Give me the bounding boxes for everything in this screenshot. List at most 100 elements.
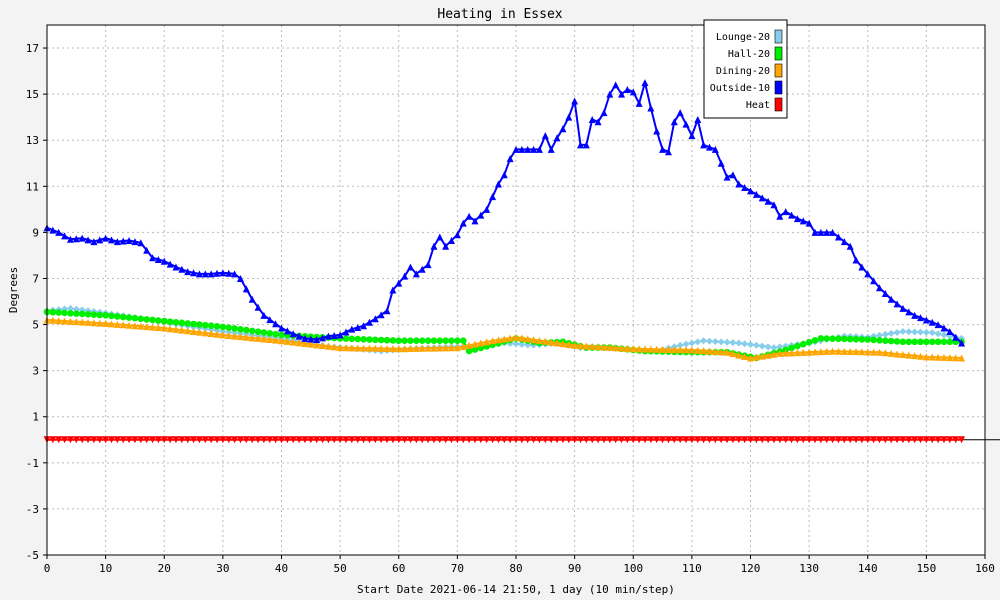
data-point-hall-20 <box>348 335 356 343</box>
data-point-heat <box>96 436 104 444</box>
data-point-heat <box>700 436 708 444</box>
data-point-dining-20 <box>793 349 801 357</box>
data-point-heat <box>477 436 485 444</box>
data-point-outside-10 <box>524 145 532 153</box>
data-point-heat <box>594 436 602 444</box>
data-point-outside-10 <box>805 219 813 227</box>
data-point-heat <box>313 436 321 444</box>
y-axis-label: Degrees <box>7 267 20 313</box>
data-point-heat <box>946 436 954 444</box>
data-point-dining-20 <box>952 354 960 362</box>
data-point-dining-20 <box>840 347 848 355</box>
data-point-heat <box>55 436 63 444</box>
data-point-heat <box>682 436 690 444</box>
data-point-heat <box>453 436 461 444</box>
data-point-dining-20 <box>272 336 280 344</box>
data-point-dining-20 <box>729 350 737 358</box>
data-point-hall-20 <box>471 346 479 353</box>
data-point-dining-20 <box>154 324 162 332</box>
data-point-hall-20 <box>829 335 836 342</box>
data-point-heat <box>201 436 209 444</box>
data-point-dining-20 <box>348 344 356 352</box>
series-layer <box>43 79 966 444</box>
data-point-dining-20 <box>307 340 315 348</box>
data-point-dining-20 <box>166 325 174 333</box>
data-point-hall-20 <box>799 340 807 348</box>
data-point-heat <box>49 436 57 444</box>
data-point-outside-10 <box>694 115 702 123</box>
data-point-outside-10 <box>934 321 942 329</box>
data-point-dining-20 <box>442 344 450 352</box>
data-point-heat <box>829 436 837 444</box>
data-point-heat <box>823 436 831 444</box>
data-point-hall-20 <box>73 310 80 317</box>
data-point-heat <box>301 436 309 444</box>
data-point-heat <box>805 436 813 444</box>
series-heat <box>43 436 966 444</box>
data-point-outside-10 <box>190 269 198 277</box>
data-point-heat <box>154 436 162 444</box>
data-point-heat <box>131 436 139 444</box>
data-point-outside-10 <box>506 155 514 163</box>
data-point-outside-10 <box>688 132 696 140</box>
chart-title: Heating in Essex <box>437 7 562 22</box>
data-point-dining-20 <box>711 347 719 355</box>
data-point-outside-10 <box>764 197 772 205</box>
data-point-dining-20 <box>524 335 532 343</box>
data-point-dining-20 <box>618 344 626 352</box>
data-point-outside-10 <box>541 132 549 140</box>
data-point-outside-10 <box>635 99 643 107</box>
data-point-outside-10 <box>670 118 678 126</box>
data-point-heat <box>723 436 731 444</box>
data-point-heat <box>272 436 280 444</box>
data-point-dining-20 <box>811 348 819 356</box>
data-point-lounge-20 <box>887 329 895 337</box>
data-point-dining-20 <box>629 345 637 353</box>
data-point-hall-20 <box>342 335 350 342</box>
data-point-hall-20 <box>852 335 860 343</box>
data-point-heat <box>518 436 526 444</box>
data-point-dining-20 <box>788 349 796 357</box>
data-point-outside-10 <box>236 274 244 282</box>
data-point-hall-20 <box>846 335 854 343</box>
data-point-heat <box>834 436 842 444</box>
data-point-outside-10 <box>242 285 250 293</box>
data-point-heat <box>934 436 942 444</box>
data-point-lounge-20 <box>741 340 749 348</box>
data-point-hall-20 <box>459 337 467 344</box>
data-point-dining-20 <box>96 319 104 327</box>
data-point-outside-10 <box>342 328 350 336</box>
data-point-hall-20 <box>360 336 367 343</box>
data-point-dining-20 <box>864 348 872 356</box>
data-point-hall-20 <box>278 331 285 339</box>
data-point-outside-10 <box>829 228 837 236</box>
data-point-heat <box>436 436 444 444</box>
data-point-heat <box>319 436 327 444</box>
data-point-lounge-20 <box>66 304 74 312</box>
data-point-outside-10 <box>653 127 661 135</box>
legend-label-dining-20: Dining-20 <box>716 66 770 77</box>
data-point-outside-10 <box>125 236 133 244</box>
data-point-dining-20 <box>319 342 327 350</box>
data-point-heat <box>664 436 672 444</box>
data-point-heat <box>242 436 250 444</box>
data-point-heat <box>535 436 543 444</box>
data-point-dining-20 <box>160 324 168 332</box>
data-point-outside-10 <box>770 201 778 209</box>
data-point-heat <box>524 436 532 444</box>
data-point-dining-20 <box>723 348 731 356</box>
data-point-dining-20 <box>412 344 420 352</box>
data-point-dining-20 <box>940 353 948 361</box>
data-point-hall-20 <box>237 325 244 333</box>
data-point-outside-10 <box>336 331 344 339</box>
data-point-outside-10 <box>705 143 713 151</box>
data-point-heat <box>840 436 848 444</box>
data-point-outside-10 <box>618 90 626 98</box>
data-point-heat <box>852 436 860 444</box>
data-point-heat <box>629 436 637 444</box>
data-point-outside-10 <box>600 109 608 117</box>
data-point-hall-20 <box>172 318 180 326</box>
data-point-outside-10 <box>195 270 203 278</box>
data-point-dining-20 <box>887 349 895 357</box>
data-point-heat <box>172 436 180 444</box>
